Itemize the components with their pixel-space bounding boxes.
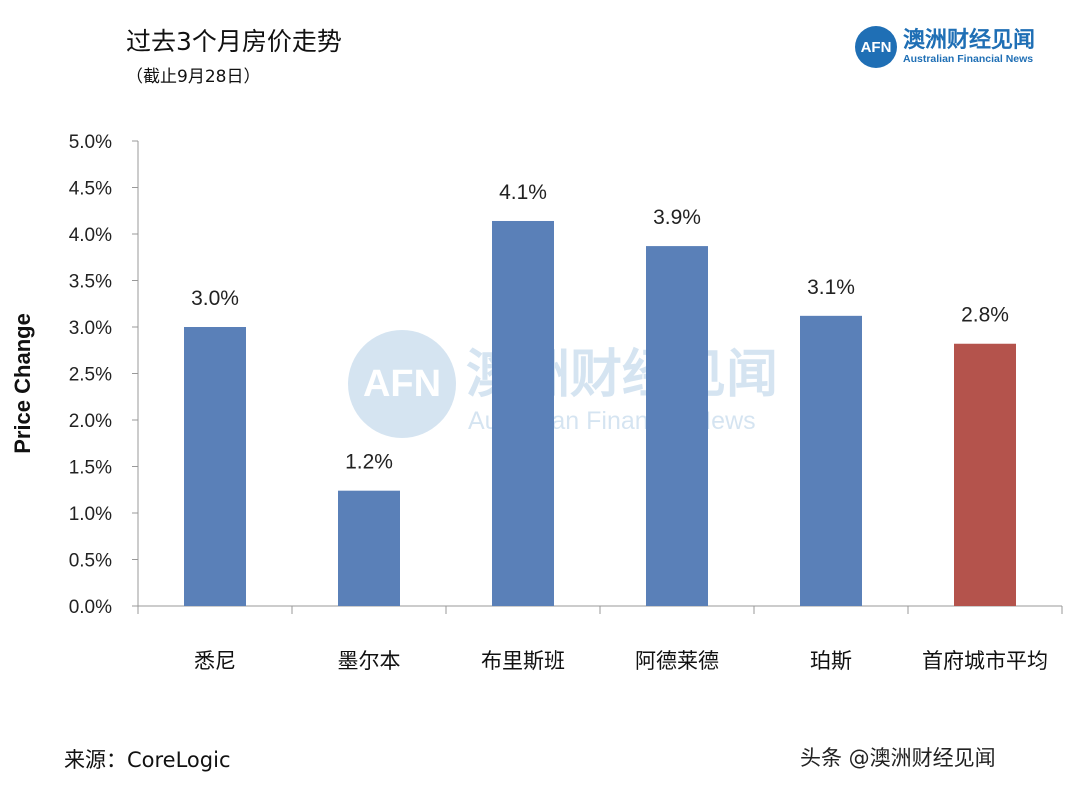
bar-5 <box>954 343 1016 606</box>
y-tick-label: 0.0% <box>69 597 112 618</box>
chart-title: 过去3个月房价走势 <box>126 27 342 56</box>
y-tick-label: 1.5% <box>69 458 112 479</box>
y-tick-label: 4.5% <box>69 179 112 200</box>
afn-logo-mark: AFN <box>855 26 897 68</box>
bar-0 <box>184 327 246 606</box>
x-tick-label: 珀斯 <box>810 649 852 673</box>
x-tick-label: 阿德莱德 <box>635 649 719 673</box>
bar-1 <box>338 490 400 606</box>
y-tick-label: 0.5% <box>69 551 112 572</box>
y-tick-label: 4.0% <box>69 225 112 246</box>
data-label: 3.0% <box>191 287 239 310</box>
x-tick-label: 首府城市平均 <box>922 649 1048 673</box>
x-tick-label: 墨尔本 <box>338 649 401 673</box>
y-tick-label: 5.0% <box>69 132 112 153</box>
bar-4 <box>800 315 862 606</box>
logo-name-en: Australian Financial News <box>903 53 1034 65</box>
credit-note: 头条 @澳洲财经见闻 <box>800 746 996 770</box>
y-tick-label: 1.0% <box>69 504 112 525</box>
bar-3 <box>646 246 708 606</box>
y-tick-label: 2.0% <box>69 411 112 432</box>
data-label: 2.8% <box>961 304 1009 327</box>
afn-logo: AFN 澳洲财经见闻 Australian Financial News <box>855 26 1035 68</box>
watermark-mark: AFN <box>348 330 456 438</box>
data-label: 4.1% <box>499 181 547 204</box>
logo-name-cn: 澳洲财经见闻 <box>903 28 1036 53</box>
y-tick-label: 2.5% <box>69 365 112 386</box>
x-tick-label: 布里斯班 <box>481 649 565 673</box>
y-tick-label: 3.0% <box>69 318 112 339</box>
bar-2 <box>492 220 554 607</box>
data-label: 3.9% <box>653 206 701 229</box>
y-axis-label: Price Change <box>10 313 35 454</box>
x-tick-label: 悉尼 <box>194 649 236 673</box>
source-note: 来源：CoreLogic <box>64 748 231 772</box>
y-tick-label: 3.5% <box>69 272 112 293</box>
chart-subtitle: （截止9月28日） <box>126 67 261 87</box>
data-label: 3.1% <box>807 276 855 299</box>
data-label: 1.2% <box>345 451 393 474</box>
